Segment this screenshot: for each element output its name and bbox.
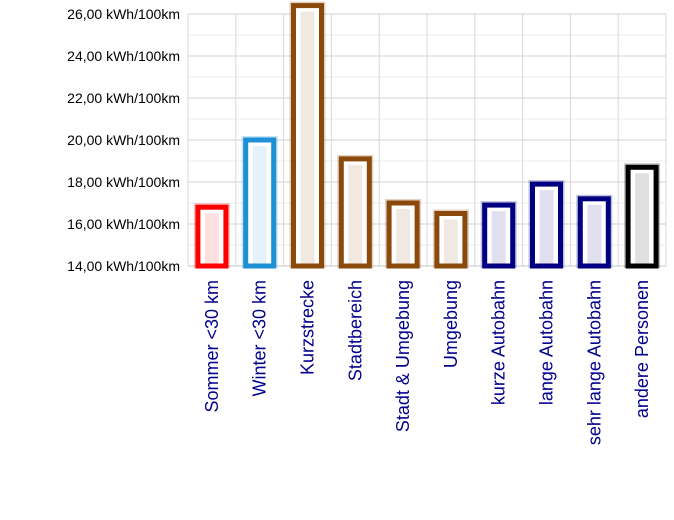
bar-inner-shade bbox=[252, 146, 267, 264]
bar bbox=[386, 200, 420, 269]
y-axis-tick-labels: 14,00 kWh/100km 16,00 kWh/100km 18,00 kWh/… bbox=[67, 6, 180, 274]
bar-inner-shade bbox=[635, 173, 650, 264]
bar-inner-shade bbox=[396, 209, 411, 264]
bar bbox=[530, 181, 563, 269]
y-tick-label: 26,00 kWh/100km bbox=[67, 6, 180, 22]
bar bbox=[625, 164, 659, 269]
bar-inner-shade bbox=[348, 164, 363, 264]
x-tick-label: lange Autobahn bbox=[537, 280, 557, 405]
grid-lines bbox=[187, 13, 667, 267]
bars bbox=[193, 1, 661, 269]
x-axis-tick-labels: Sommer <30 km Winter <30 km Kurzstrecke Sta… bbox=[202, 280, 652, 445]
bar bbox=[338, 156, 372, 269]
bar bbox=[291, 3, 324, 269]
bar-inner-shade bbox=[443, 219, 458, 264]
x-tick-label: andere Personen bbox=[632, 280, 652, 418]
x-tick-label: Umgebung bbox=[441, 280, 461, 368]
x-tick-label: Kurzstrecke bbox=[298, 280, 318, 375]
x-tick-label: sehr lange Autobahn bbox=[584, 280, 604, 445]
bar-inner-shade bbox=[300, 11, 315, 264]
y-tick-label: 22,00 kWh/100km bbox=[67, 90, 180, 106]
bar-inner-shade bbox=[491, 211, 506, 264]
x-tick-label: Stadt & Umgebung bbox=[393, 280, 413, 432]
bar bbox=[577, 196, 611, 269]
y-tick-label: 20,00 kWh/100km bbox=[67, 132, 180, 148]
bar-inner-shade bbox=[587, 204, 602, 264]
bar bbox=[243, 137, 277, 269]
y-tick-label: 14,00 kWh/100km bbox=[67, 258, 180, 274]
bar-inner-shade bbox=[204, 213, 219, 264]
bar bbox=[482, 202, 516, 269]
x-tick-label: Sommer <30 km bbox=[202, 280, 222, 413]
y-tick-label: 16,00 kWh/100km bbox=[67, 216, 180, 232]
y-tick-label: 24,00 kWh/100km bbox=[67, 48, 180, 64]
bar bbox=[434, 211, 468, 269]
x-tick-label: Stadtbereich bbox=[345, 280, 365, 381]
y-tick-label: 18,00 kWh/100km bbox=[67, 174, 180, 190]
bar bbox=[195, 204, 229, 269]
x-tick-label: Winter <30 km bbox=[250, 280, 270, 397]
x-tick-label: kurze Autobahn bbox=[489, 280, 509, 405]
bar-inner-shade bbox=[539, 190, 554, 264]
